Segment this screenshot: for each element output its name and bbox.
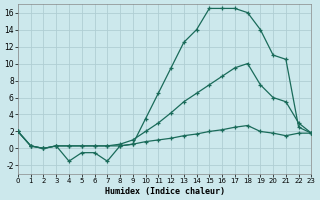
X-axis label: Humidex (Indice chaleur): Humidex (Indice chaleur) bbox=[105, 187, 225, 196]
